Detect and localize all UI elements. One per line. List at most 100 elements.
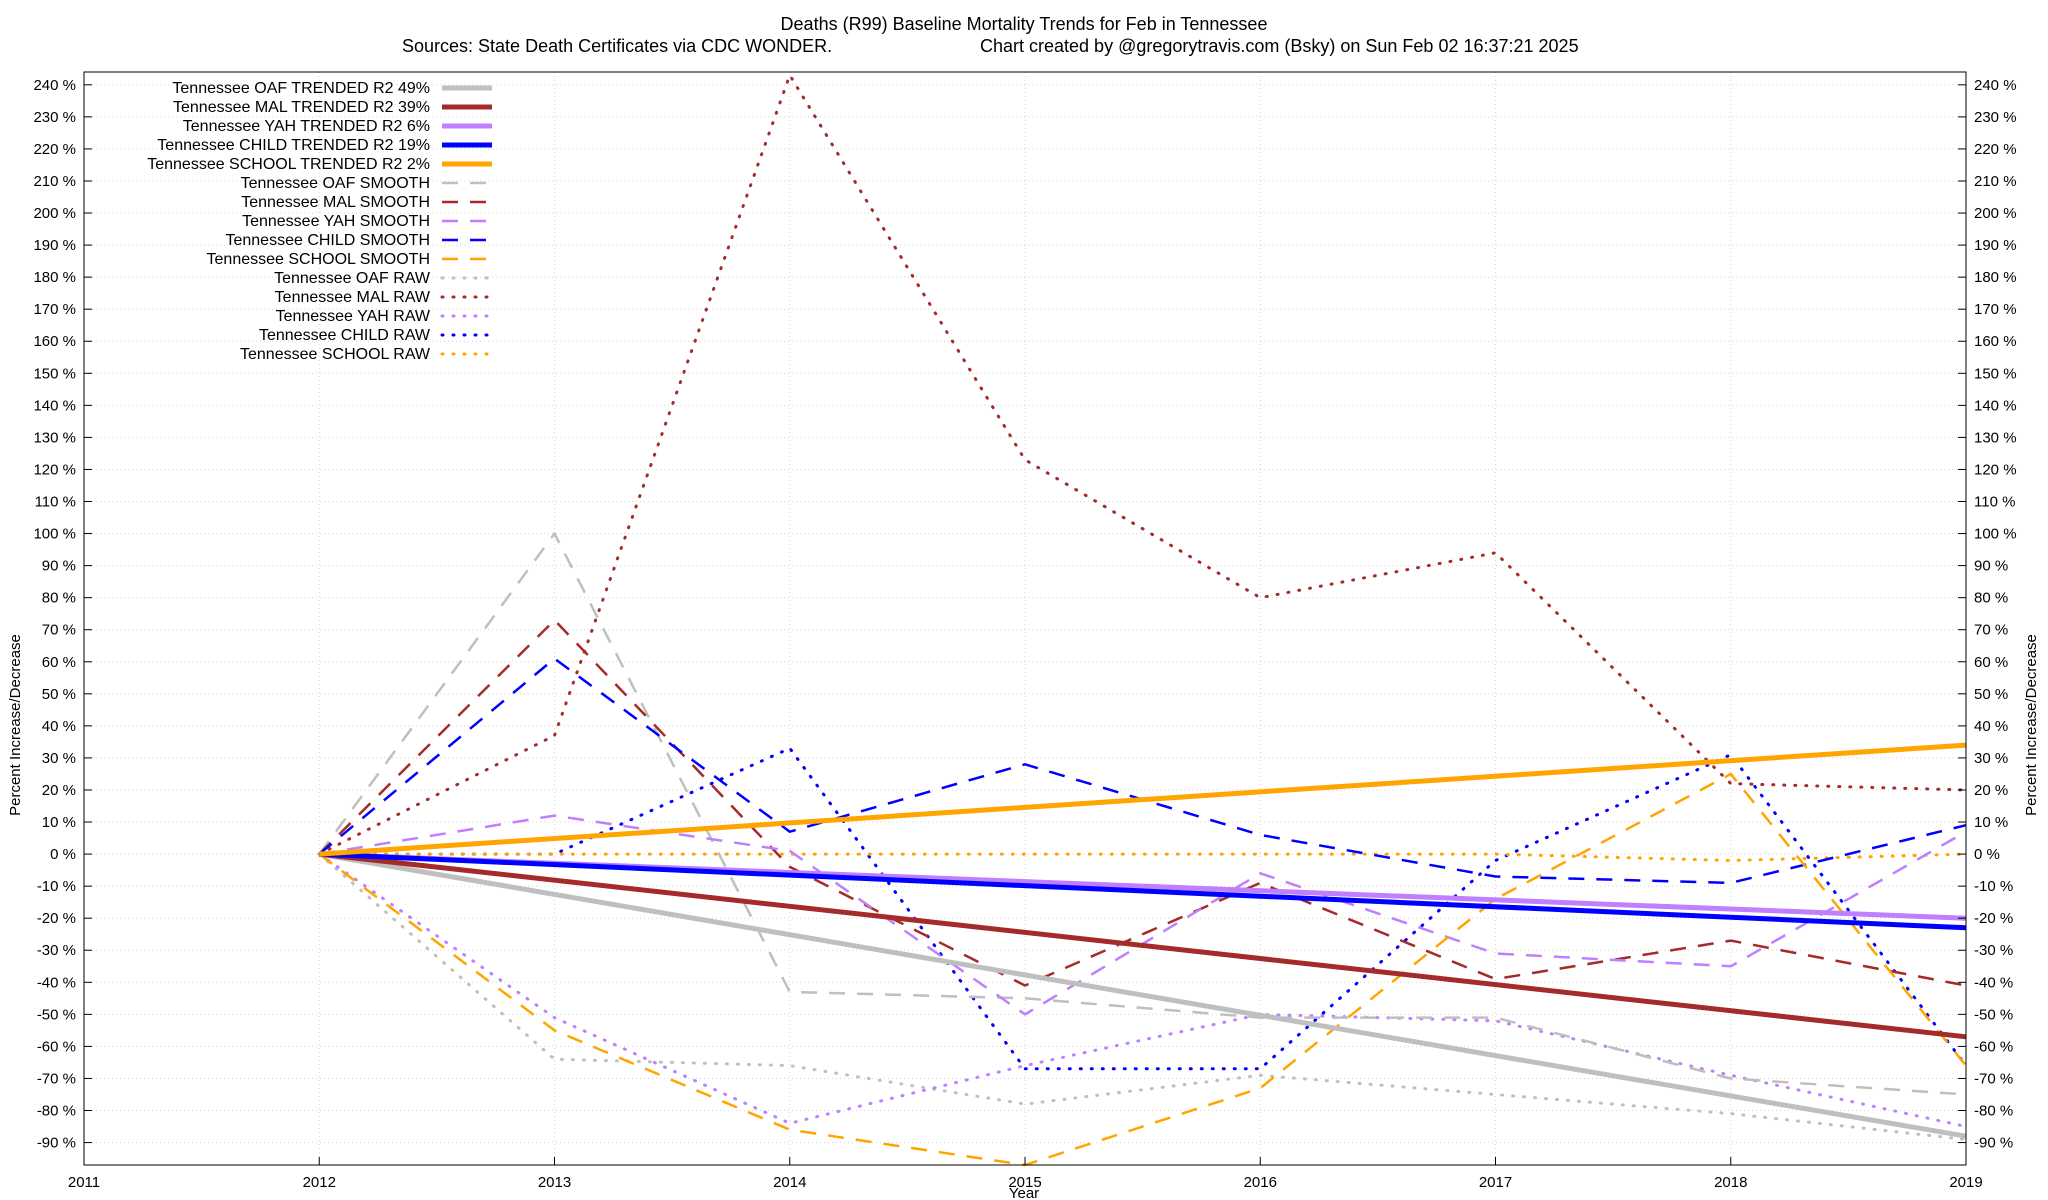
y-tick-label-left: 90 % <box>42 558 76 575</box>
y-tick-label-left: 220 % <box>33 141 76 158</box>
y-tick-label-right: -90 % <box>1974 1135 2013 1152</box>
y-tick-label-right: 0 % <box>1974 846 2000 863</box>
y-tick-label-right: 200 % <box>1974 205 2017 222</box>
x-tick-label: 2013 <box>538 1174 571 1191</box>
x-tick-label: 2015 <box>1008 1174 1041 1191</box>
series-line-oaf-smooth <box>318 532 1967 1096</box>
series-line-oaf-raw <box>317 852 1968 1141</box>
y-tick-label-right: 150 % <box>1974 365 2017 382</box>
y-tick-label-left: 210 % <box>33 173 76 190</box>
y-tick-label-right: 110 % <box>1974 494 2015 511</box>
legend-label: Tennessee CHILD RAW <box>259 327 431 344</box>
legend-label: Tennessee CHILD SMOOTH <box>225 232 430 249</box>
y-tick-label-left: 120 % <box>33 461 76 478</box>
legend-label: Tennessee SCHOOL RAW <box>240 346 431 363</box>
axis-ticks: -90 % -90 % -80 % -80 % -70 % -70 % -60 % -60 %… <box>33 77 2016 1191</box>
y-tick-label-left: 80 % <box>42 590 76 607</box>
y-tick-label-left: 40 % <box>42 718 76 735</box>
y-tick-label-right: 140 % <box>1974 397 2017 414</box>
y-tick-label-left: -60 % <box>37 1038 76 1055</box>
series-line-mal-smooth <box>318 618 1967 987</box>
x-tick-label: 2012 <box>303 1174 336 1191</box>
y-tick-label-right: 170 % <box>1974 301 2017 318</box>
y-tick-label-left: 150 % <box>33 365 76 382</box>
y-tick-label-left: 130 % <box>33 429 76 446</box>
series-line-mal-raw <box>317 73 1968 856</box>
series-line-school-raw <box>317 852 1968 862</box>
y-tick-label-right: -30 % <box>1974 942 2013 959</box>
series-line-oaf-trend <box>318 851 1967 1139</box>
y-tick-label-right: 70 % <box>1974 622 2008 639</box>
series-line-child-trend <box>319 851 1967 931</box>
series-line-mal-trend <box>319 851 1967 1040</box>
y-tick-label-left: 190 % <box>33 237 76 254</box>
chart-title: Deaths (R99) Baseline Mortality Trends f… <box>781 14 1268 34</box>
y-tick-label-left: -40 % <box>37 974 76 991</box>
x-tick-label: 2016 <box>1244 1174 1277 1191</box>
legend-label: Tennessee OAF SMOOTH <box>241 175 430 192</box>
legend-label: Tennessee SCHOOL TRENDED R2 2% <box>147 156 430 173</box>
x-axis-label: Year <box>1009 1185 1039 1200</box>
y-tick-label-left: -50 % <box>37 1006 76 1023</box>
y-tick-label-left: 160 % <box>33 333 76 350</box>
y-tick-label-right: 10 % <box>1974 814 2008 831</box>
legend-label: Tennessee MAL RAW <box>275 289 431 306</box>
series-line-child-smooth <box>318 657 1967 885</box>
y-axis-label-right: Percent Increase/Decrease <box>2023 634 2040 816</box>
y-tick-label-right: -70 % <box>1974 1070 2013 1087</box>
y-tick-label-right: 30 % <box>1974 750 2008 767</box>
series-line-school-smooth <box>318 772 1967 1167</box>
x-tick-label: 2017 <box>1479 1174 1512 1191</box>
legend-label: Tennessee SCHOOL SMOOTH <box>207 251 430 268</box>
y-tick-label-right: 130 % <box>1974 429 2017 446</box>
y-tick-label-left: 110 % <box>35 494 76 511</box>
y-tick-label-left: 70 % <box>42 622 76 639</box>
series-line-yah-raw <box>317 852 1968 1128</box>
y-tick-label-right: 190 % <box>1974 237 2017 254</box>
y-tick-label-right: 220 % <box>1974 141 2017 158</box>
series-line-school-trend <box>319 742 1967 857</box>
y-tick-label-right: -50 % <box>1974 1006 2013 1023</box>
y-tick-label-right: 50 % <box>1974 686 2008 703</box>
grid-lines <box>83 72 1967 1165</box>
y-tick-label-left: 140 % <box>33 397 76 414</box>
y-tick-label-left: -70 % <box>37 1070 76 1087</box>
y-tick-label-right: 210 % <box>1974 173 2017 190</box>
y-tick-label-left: 20 % <box>42 782 76 799</box>
legend-label: Tennessee YAH SMOOTH <box>242 213 430 230</box>
y-tick-label-right: 180 % <box>1974 269 2017 286</box>
x-tick-label: 2011 <box>68 1174 100 1191</box>
y-tick-label-left: 230 % <box>33 109 76 126</box>
y-tick-label-left: 10 % <box>42 814 76 831</box>
y-tick-label-left: 30 % <box>42 750 76 767</box>
legend: Tennessee OAF TRENDED R2 49% Tennessee MA… <box>147 80 494 363</box>
y-tick-label-right: 40 % <box>1974 718 2008 735</box>
legend-label: Tennessee YAH RAW <box>276 308 431 325</box>
y-tick-label-left: 170 % <box>33 301 76 318</box>
y-tick-label-right: 240 % <box>1974 77 2017 94</box>
y-tick-label-right: -60 % <box>1974 1038 2013 1055</box>
y-tick-label-left: 240 % <box>33 77 76 94</box>
y-tick-label-left: -20 % <box>37 910 76 927</box>
y-tick-label-right: 20 % <box>1974 782 2008 799</box>
y-tick-label-left: -90 % <box>37 1135 76 1152</box>
y-axis-label-left: Percent Increase/Decrease <box>7 634 24 816</box>
y-tick-label-right: -40 % <box>1974 974 2013 991</box>
legend-label: Tennessee MAL TRENDED R2 39% <box>173 99 430 116</box>
y-tick-label-left: -30 % <box>37 942 76 959</box>
y-tick-label-right: 60 % <box>1974 654 2008 671</box>
chart-subtitle-source: Sources: State Death Certificates via CD… <box>402 36 832 56</box>
y-tick-label-right: 100 % <box>1974 526 2017 543</box>
y-tick-label-right: 160 % <box>1974 333 2017 350</box>
y-tick-label-left: 60 % <box>42 654 76 671</box>
legend-label: Tennessee YAH TRENDED R2 6% <box>183 118 430 135</box>
x-tick-label: 2014 <box>773 1174 806 1191</box>
x-tick-label: 2018 <box>1714 1174 1747 1191</box>
y-tick-label-right: 80 % <box>1974 590 2008 607</box>
y-tick-label-left: 100 % <box>33 526 76 543</box>
y-tick-label-right: -20 % <box>1974 910 2013 927</box>
y-tick-label-left: 50 % <box>42 686 76 703</box>
legend-label: Tennessee OAF TRENDED R2 49% <box>172 80 430 97</box>
y-tick-label-left: 0 % <box>50 846 76 863</box>
y-tick-label-right: 120 % <box>1974 461 2017 478</box>
